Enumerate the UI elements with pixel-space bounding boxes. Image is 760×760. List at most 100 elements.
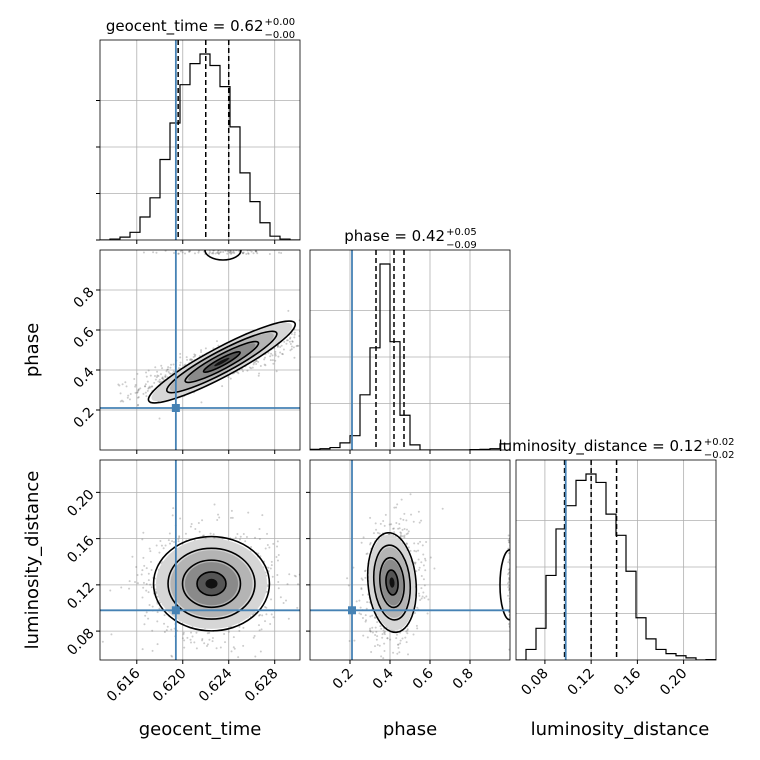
sample-point [393, 506, 396, 509]
sample-point [290, 333, 293, 336]
sample-point [162, 378, 165, 381]
sample-point [401, 528, 404, 531]
y-tick-label: 0.20 [64, 487, 97, 520]
sample-point [162, 246, 164, 248]
sample-point [510, 595, 512, 597]
sample-point [163, 630, 166, 633]
sample-point [191, 358, 194, 361]
sample-point [128, 587, 131, 590]
sample-point [242, 644, 245, 647]
sample-point [368, 629, 371, 632]
sample-point [242, 252, 245, 255]
sample-point [212, 251, 215, 254]
sample-point [398, 651, 401, 654]
sample-point [512, 587, 514, 589]
sample-point [281, 662, 283, 664]
sample-point [109, 589, 112, 592]
sample-point [372, 532, 375, 535]
sample-point [201, 637, 204, 640]
sample-point [270, 564, 273, 567]
sample-point [298, 335, 300, 337]
sample-point [150, 385, 153, 388]
sample-point [230, 250, 233, 253]
sample-point [168, 542, 171, 545]
sample-point [360, 577, 363, 580]
sample-point [507, 539, 510, 542]
sample-point [225, 245, 227, 247]
sample-point [146, 380, 149, 383]
sample-point [416, 606, 419, 609]
density-shade [214, 357, 230, 367]
sample-point [517, 592, 519, 594]
sample-point [369, 630, 372, 633]
sample-point [511, 527, 513, 529]
sample-point [375, 630, 378, 633]
sample-point [257, 360, 260, 363]
sample-point [402, 518, 405, 521]
sample-point [508, 578, 510, 581]
sample-point [254, 250, 257, 253]
sample-point [373, 616, 376, 619]
sample-point [151, 385, 154, 388]
sample-point [267, 566, 270, 569]
sample-point [376, 531, 379, 534]
sample-point [183, 252, 186, 255]
sample-point [369, 543, 372, 546]
sample-point [364, 620, 367, 623]
x-axis-label: phase [383, 719, 437, 740]
panel-content [310, 460, 519, 660]
sample-point [225, 247, 227, 249]
sample-point [147, 591, 150, 594]
sample-point [213, 503, 216, 506]
sample-point [136, 573, 139, 576]
sample-point [160, 364, 163, 367]
sample-point [511, 616, 513, 618]
sample-point [250, 367, 253, 370]
sample-point [231, 516, 234, 519]
sample-point [197, 250, 200, 252]
sample-point [259, 365, 262, 368]
sample-point [405, 641, 408, 644]
sample-point [361, 593, 364, 596]
sample-point [360, 613, 363, 616]
title-main: geocent_time = 0.62 [106, 17, 264, 36]
sample-point [159, 373, 162, 376]
sample-point [375, 638, 378, 641]
sample-point [420, 597, 423, 600]
y-axis-label: luminosity_distance [22, 471, 43, 650]
sample-point [369, 542, 372, 545]
sample-point [417, 510, 420, 513]
sample-point [178, 535, 181, 538]
y-tick-label: 0.16 [64, 533, 97, 566]
sample-point [156, 611, 159, 614]
sample-point [353, 639, 356, 642]
sample-point [131, 555, 134, 558]
sample-point [151, 629, 154, 632]
sample-point [164, 375, 167, 378]
sample-point [164, 544, 167, 547]
sample-point [363, 570, 366, 573]
sample-point [358, 599, 361, 602]
sample-point [143, 564, 146, 567]
sample-point [425, 540, 428, 543]
sample-point [163, 614, 166, 617]
sample-point [512, 598, 514, 600]
sample-point [168, 532, 171, 535]
y-axis-label: phase [22, 323, 43, 377]
sample-point [177, 538, 180, 541]
sample-point [366, 636, 369, 639]
sample-point [260, 628, 263, 631]
sample-point [238, 243, 240, 245]
sample-point [163, 622, 166, 625]
x-tick-label: 0.616 [104, 665, 144, 705]
y-tick-label: 0.6 [71, 324, 98, 351]
sample-point [258, 242, 260, 244]
sample-point [142, 251, 145, 254]
sample-point [238, 538, 241, 541]
sample-point [215, 647, 218, 650]
sample-point [512, 625, 514, 627]
sample-point [242, 245, 244, 247]
sample-point [376, 635, 379, 638]
sample-point [305, 330, 307, 332]
sample-point [177, 252, 180, 255]
